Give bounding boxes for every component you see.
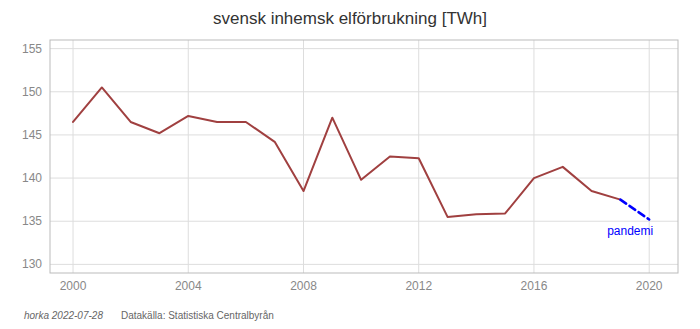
x-grid-line [303, 40, 304, 273]
x-grid-line [73, 40, 74, 273]
line-series [620, 200, 649, 220]
y-grid-line [50, 91, 678, 92]
annotation: pandemi [607, 224, 653, 238]
footer-text: horka 2022-07-28 [24, 310, 103, 321]
y-tick-label: 130 [22, 257, 42, 271]
y-tick-label: 140 [22, 171, 42, 185]
line-series [73, 87, 620, 216]
y-tick-label: 135 [22, 214, 42, 228]
y-tick-label: 155 [22, 42, 42, 56]
x-grid-line [188, 40, 189, 273]
footer-text: Datakälla: Statistiska Centralbyrån [121, 310, 274, 321]
grid [50, 40, 678, 273]
x-grid-line [533, 40, 534, 273]
plot-frame [50, 40, 678, 273]
x-tick-label: 2004 [175, 279, 202, 293]
x-tick-label: 2016 [521, 279, 548, 293]
y-grid-line [50, 48, 678, 49]
x-tick-label: 2012 [405, 279, 432, 293]
title: svensk inhemsk elförbrukning [TWh] [213, 9, 487, 28]
y-grid-line [50, 134, 678, 135]
x-tick-label: 2008 [290, 279, 317, 293]
plot-area [73, 87, 649, 219]
y-tick-label: 150 [22, 85, 42, 99]
x-tick-label: 2020 [636, 279, 663, 293]
y-grid-line [50, 221, 678, 222]
chart: svensk inhemsk elförbrukning [TWh] 130 135… [0, 0, 700, 329]
x-grid-line [418, 40, 419, 273]
y-tick-label: 145 [22, 128, 42, 142]
x-tick-label: 2000 [60, 279, 87, 293]
y-grid-line [50, 264, 678, 265]
